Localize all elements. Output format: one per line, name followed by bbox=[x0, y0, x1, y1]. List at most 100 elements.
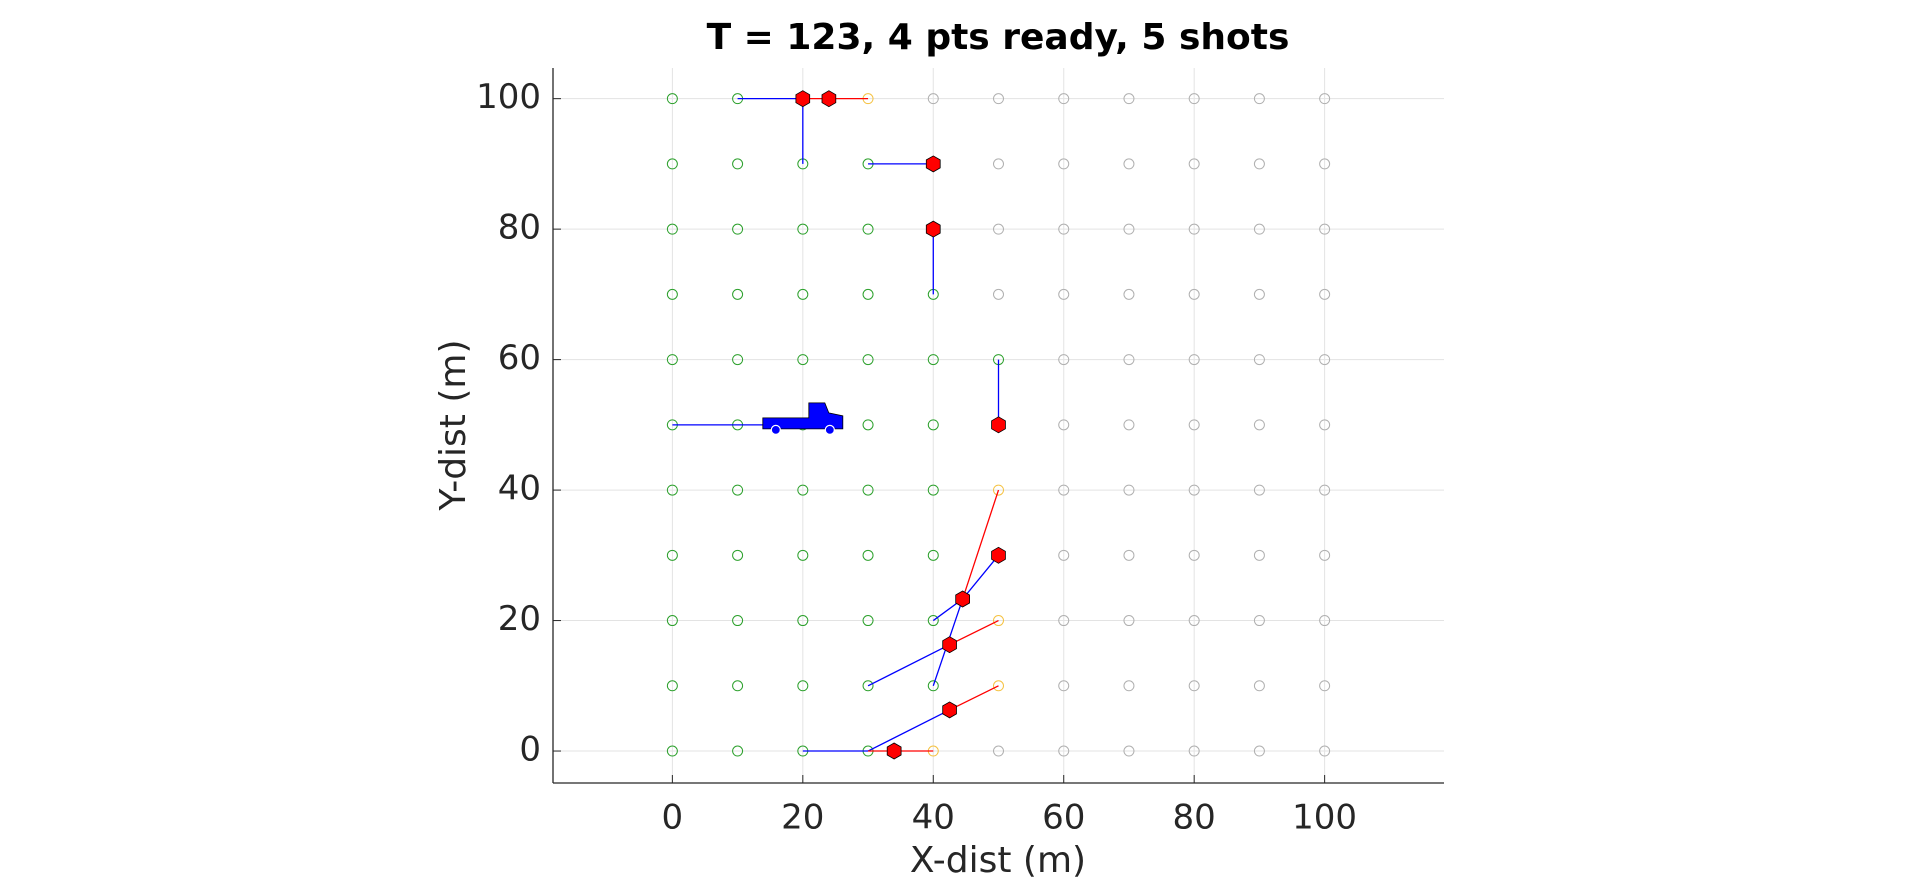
shot-marker bbox=[795, 90, 811, 108]
grid-point bbox=[1123, 223, 1135, 235]
grid-point bbox=[1188, 158, 1200, 170]
grid-point bbox=[1319, 615, 1331, 627]
y-tick-label: 60 bbox=[498, 338, 541, 378]
vehicle-wheel bbox=[824, 424, 835, 435]
shot-marker bbox=[942, 636, 957, 654]
grid-point bbox=[862, 549, 874, 561]
grid-point bbox=[1253, 419, 1265, 431]
grid-point bbox=[732, 745, 744, 757]
grid-point bbox=[1188, 745, 1200, 757]
grid-point bbox=[666, 223, 678, 235]
grid-point bbox=[1253, 288, 1265, 300]
grid-point bbox=[862, 223, 874, 235]
grid-point bbox=[1058, 419, 1070, 431]
chart-title: T = 123, 4 pts ready, 5 shots bbox=[707, 17, 1290, 58]
grid-point bbox=[1319, 354, 1331, 366]
path-line bbox=[949, 619, 999, 646]
grid-point bbox=[797, 615, 809, 627]
grid-point bbox=[1058, 354, 1070, 366]
grid-point bbox=[993, 615, 1004, 627]
grid-point bbox=[1188, 288, 1200, 300]
y-tick-label: 20 bbox=[498, 599, 541, 639]
grid-point bbox=[862, 615, 874, 627]
grid-point bbox=[1123, 484, 1135, 496]
x-tick-label: 40 bbox=[912, 798, 955, 838]
grid-point bbox=[732, 354, 744, 366]
grid-point bbox=[862, 354, 874, 366]
grid-point bbox=[797, 354, 809, 366]
grid-point bbox=[862, 288, 874, 300]
y-tick-label: 80 bbox=[498, 208, 541, 248]
grid-point bbox=[1058, 93, 1070, 105]
grid-point bbox=[1188, 484, 1200, 496]
y-tick-label: 100 bbox=[476, 77, 541, 117]
shot-marker bbox=[886, 742, 902, 760]
grid-point bbox=[1319, 158, 1331, 170]
grid-point bbox=[666, 484, 678, 496]
x-tick-label: 20 bbox=[781, 798, 824, 838]
grid-point bbox=[666, 93, 678, 105]
grid-point bbox=[993, 158, 1004, 170]
shot-marker bbox=[942, 701, 957, 719]
grid-point bbox=[1188, 93, 1200, 105]
grid-point bbox=[1319, 223, 1331, 235]
grid-point bbox=[1319, 288, 1331, 300]
shot-marker bbox=[955, 590, 970, 608]
grid-point bbox=[732, 484, 744, 496]
grid-point bbox=[1319, 680, 1331, 692]
grid-point bbox=[927, 615, 939, 627]
shot-marker bbox=[925, 220, 941, 238]
grid-point bbox=[993, 484, 1004, 496]
grid-point bbox=[1058, 158, 1070, 170]
y-tick-label: 0 bbox=[519, 730, 541, 770]
vehicle-wheel bbox=[770, 424, 781, 435]
path-line bbox=[867, 644, 950, 687]
y-axis-label: Y-dist (m) bbox=[433, 339, 474, 511]
grid-point bbox=[927, 419, 939, 431]
grid-point bbox=[797, 549, 809, 561]
grid-point bbox=[1253, 223, 1265, 235]
grid-point bbox=[1253, 615, 1265, 627]
x-axis-label: X-dist (m) bbox=[910, 840, 1086, 879]
grid-point bbox=[1253, 549, 1265, 561]
grid-point bbox=[666, 680, 678, 692]
grid-point bbox=[666, 549, 678, 561]
grid-point bbox=[993, 288, 1004, 300]
grid-point bbox=[1123, 419, 1135, 431]
grid-point bbox=[1319, 484, 1331, 496]
grid-point bbox=[666, 615, 678, 627]
grid-point bbox=[1058, 745, 1070, 757]
path-line bbox=[867, 709, 950, 752]
grid-point bbox=[1188, 223, 1200, 235]
grid-point bbox=[1188, 354, 1200, 366]
grid-point bbox=[1123, 745, 1135, 757]
grid-point bbox=[1058, 615, 1070, 627]
grid-point bbox=[732, 615, 744, 627]
grid-point bbox=[732, 288, 744, 300]
x-tick-label: 0 bbox=[662, 798, 684, 838]
grid-point bbox=[797, 680, 809, 692]
grid-point bbox=[732, 158, 744, 170]
grid-point bbox=[1188, 419, 1200, 431]
shot-marker bbox=[925, 155, 941, 173]
path-line bbox=[962, 489, 1000, 600]
grid-point bbox=[862, 484, 874, 496]
grid-point bbox=[1058, 223, 1070, 235]
shot-marker bbox=[821, 90, 837, 108]
grid-point bbox=[1123, 288, 1135, 300]
grid-point bbox=[1188, 680, 1200, 692]
grid-point bbox=[927, 93, 939, 105]
grid-point bbox=[993, 223, 1004, 235]
grid-point bbox=[732, 680, 744, 692]
grid-point bbox=[927, 354, 939, 366]
grid-point bbox=[1058, 549, 1070, 561]
grid-point bbox=[1123, 93, 1135, 105]
grid-point bbox=[1253, 745, 1265, 757]
grid-point bbox=[993, 93, 1004, 105]
grid-point bbox=[1319, 419, 1331, 431]
grid-point bbox=[1058, 680, 1070, 692]
x-tick-label: 60 bbox=[1042, 798, 1085, 838]
grid-point bbox=[1253, 484, 1265, 496]
vehicle-body bbox=[762, 402, 844, 430]
